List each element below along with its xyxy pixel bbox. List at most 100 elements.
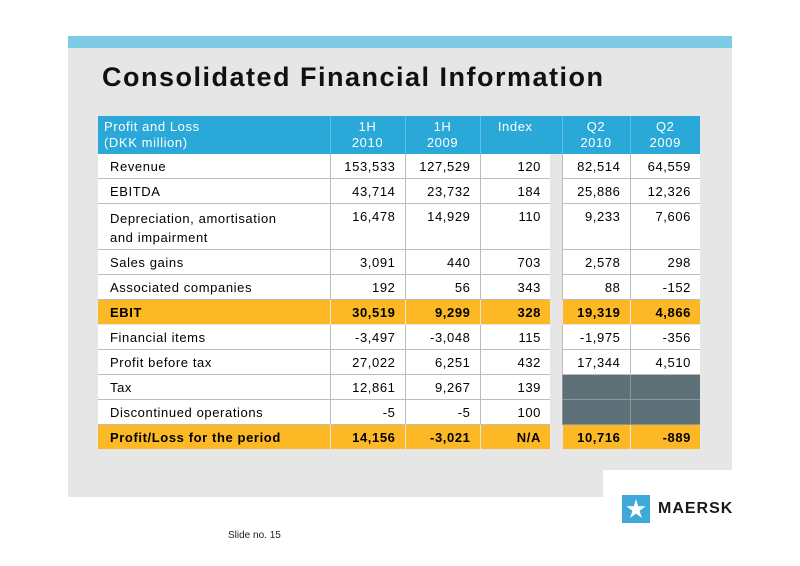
cell-value: 343 [479, 274, 550, 300]
cell-value: 298 [629, 249, 700, 275]
column-gap [550, 203, 562, 250]
cell-value: 56 [404, 274, 480, 300]
table-header-row: Profit and Loss (DKK million) 1H 2010 1H 2… [98, 116, 700, 154]
cell-value: 10,716 [561, 424, 630, 450]
table-row-associated: Associated companies 192 56 343 88 -152 [98, 274, 700, 300]
header-label-line2: (DKK million) [104, 135, 188, 150]
cell-value: 82,514 [561, 154, 630, 179]
cell-value: 25,886 [561, 178, 630, 204]
cell-value: 14,929 [404, 203, 480, 250]
accent-bar [68, 36, 732, 48]
cell-value: 12,326 [629, 178, 700, 204]
cell-value: 43,714 [329, 178, 405, 204]
column-gap [550, 424, 562, 450]
cell-empty [561, 399, 630, 425]
cell-value: 9,267 [404, 374, 480, 400]
cell-value: 440 [404, 249, 480, 275]
cell-value: 115 [479, 324, 550, 350]
cell-value: -1,975 [561, 324, 630, 350]
cell-value: 4,866 [629, 299, 700, 325]
table-row-ebit: EBIT 30,519 9,299 328 19,319 4,866 [98, 299, 700, 325]
table-row-tax: Tax 12,861 9,267 139 [98, 374, 700, 400]
cell-value: 192 [329, 274, 405, 300]
column-gap [550, 399, 562, 425]
cell-value: -356 [629, 324, 700, 350]
cell-value: 64,559 [629, 154, 700, 179]
cell-value: 23,732 [404, 178, 480, 204]
cell-value: N/A [479, 424, 550, 450]
header-col-q2-2010: Q2 2010 [561, 116, 630, 154]
row-label: Tax [98, 374, 330, 400]
table-row-depreciation: Depreciation, amortisation and impairment… [98, 203, 700, 250]
table-row-discontinued: Discontinued operations -5 -5 100 [98, 399, 700, 425]
column-gap [550, 274, 562, 300]
header-col-1h-2009: 1H 2009 [404, 116, 480, 154]
cell-value: 184 [479, 178, 550, 204]
cell-value: -5 [404, 399, 480, 425]
cell-value: 4,510 [629, 349, 700, 375]
cell-value: -5 [329, 399, 405, 425]
cell-value: 328 [479, 299, 550, 325]
cell-empty [629, 374, 700, 400]
table-row-profit-loss-period: Profit/Loss for the period 14,156 -3,021… [98, 424, 700, 450]
slide-number: Slide no. 15 [228, 530, 281, 541]
row-label: Depreciation, amortisation and impairment [98, 203, 330, 250]
logo-text: MAERSK [658, 500, 734, 517]
slide-title: Consolidated Financial Information [102, 62, 605, 92]
cell-value: 3,091 [329, 249, 405, 275]
header-label-line1: Profit and Loss [104, 119, 200, 134]
cell-value: -3,497 [329, 324, 405, 350]
cell-value: -3,021 [404, 424, 480, 450]
cell-value: 27,022 [329, 349, 405, 375]
column-gap [550, 116, 562, 154]
row-label: EBITDA [98, 178, 330, 204]
cell-value: 30,519 [329, 299, 405, 325]
cell-value: 120 [479, 154, 550, 179]
cell-value: 6,251 [404, 349, 480, 375]
header-col-index: Index [479, 116, 550, 154]
cell-value: 19,319 [561, 299, 630, 325]
table-row-revenue: Revenue 153,533 127,529 120 82,514 64,55… [98, 154, 700, 179]
row-label: Sales gains [98, 249, 330, 275]
table-row-ebitda: EBITDA 43,714 23,732 184 25,886 12,326 [98, 178, 700, 204]
table-row-profit-before-tax: Profit before tax 27,022 6,251 432 17,34… [98, 349, 700, 375]
cell-value: 432 [479, 349, 550, 375]
cell-value: 14,156 [329, 424, 405, 450]
column-gap [550, 154, 562, 179]
cell-value: -152 [629, 274, 700, 300]
cell-value: 153,533 [329, 154, 405, 179]
table-row-financial-items: Financial items -3,497 -3,048 115 -1,975… [98, 324, 700, 350]
column-gap [550, 324, 562, 350]
cell-empty [629, 399, 700, 425]
table-row-sales-gains: Sales gains 3,091 440 703 2,578 298 [98, 249, 700, 275]
column-gap [550, 178, 562, 204]
cell-value: 17,344 [561, 349, 630, 375]
cell-value: 9,299 [404, 299, 480, 325]
header-label: Profit and Loss (DKK million) [98, 116, 330, 154]
star-icon [622, 495, 650, 523]
row-label: Associated companies [98, 274, 330, 300]
cell-value: 12,861 [329, 374, 405, 400]
row-label: EBIT [98, 299, 330, 325]
header-col-1h-2010: 1H 2010 [329, 116, 405, 154]
cell-value: 88 [561, 274, 630, 300]
cell-value: -889 [629, 424, 700, 450]
cell-value: 100 [479, 399, 550, 425]
maersk-logo: MAERSK [622, 495, 733, 523]
column-gap [550, 374, 562, 400]
cell-value: 139 [479, 374, 550, 400]
cell-value: 16,478 [329, 203, 405, 250]
row-label: Financial items [98, 324, 330, 350]
cell-value: 9,233 [561, 203, 630, 250]
cell-value: 127,529 [404, 154, 480, 179]
cell-value: 110 [479, 203, 550, 250]
cell-value: 703 [479, 249, 550, 275]
row-label: Discontinued operations [98, 399, 330, 425]
cell-value: 7,606 [629, 203, 700, 250]
profit-loss-table: Profit and Loss (DKK million) 1H 2010 1H 2… [98, 116, 700, 450]
cell-value: 2,578 [561, 249, 630, 275]
row-label: Revenue [98, 154, 330, 179]
column-gap [550, 349, 562, 375]
column-gap [550, 249, 562, 275]
row-label: Profit/Loss for the period [98, 424, 330, 450]
